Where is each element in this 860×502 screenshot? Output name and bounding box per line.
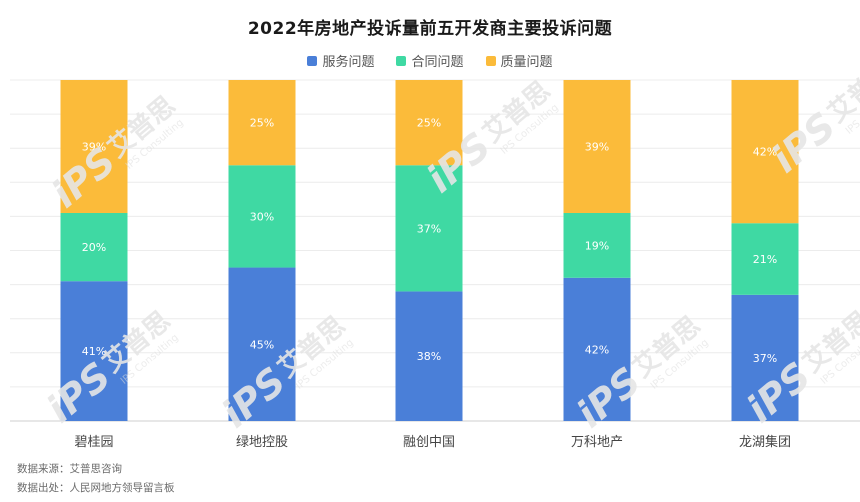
bar-segment[interactable] [395,80,463,166]
bar-segment[interactable] [563,212,631,278]
bar-segment[interactable] [228,267,296,421]
legend-item[interactable]: 服务问题 [307,51,374,70]
footer-origin: 数据出处：人民网地方领导留言板 [17,482,175,494]
data-label: 25% [417,117,441,130]
data-label: 39% [585,140,609,153]
legend-label: 合同问题 [411,55,464,70]
legend-label: 质量问题 [500,55,553,70]
chart-title: 2022年房地产投诉量前五开发商主要投诉问题 [247,19,613,39]
data-label: 20% [82,241,106,254]
svg-text:艾普思: 艾普思 [822,55,860,129]
x-tick-label: 绿地控股 [236,435,288,450]
legend-label: 服务问题 [322,55,375,70]
bars [60,80,799,421]
bar-segment[interactable] [60,80,128,213]
x-axis: 碧桂园 绿地控股 融创中国 万科地产 龙湖集团 [74,434,791,450]
data-label: 21% [753,253,777,266]
data-label: 42% [585,343,609,356]
svg-text:艾普思: 艾普思 [797,305,860,379]
legend-swatch [396,55,407,66]
footer-source: 数据来源：艾普思咨询 [17,463,122,475]
bar-segment[interactable] [60,281,128,421]
data-label: 38% [417,350,441,363]
data-label: 19% [585,239,609,252]
bar-segment[interactable] [228,165,296,268]
data-label: 37% [753,352,777,365]
legend-swatch [307,55,318,66]
bar-segment[interactable] [731,80,799,224]
data-label: 45% [250,338,274,351]
bar-segment[interactable] [60,212,128,282]
bar-segment[interactable] [395,291,463,421]
data-label: 37% [417,222,441,235]
bar-segment[interactable] [731,294,799,421]
bar-segment[interactable] [228,80,296,166]
legend-item[interactable]: 质量问题 [485,51,553,70]
bar-segment[interactable] [731,223,799,295]
x-tick-label: 融创中国 [403,435,455,450]
data-label: 41% [82,345,106,358]
legend-swatch [485,55,496,66]
data-label: 30% [250,210,274,223]
data-labels: 41% 20% 39% 45% 30% 25% 38% 37% 25% 42% 19% 39% 37% 2… [82,117,777,365]
data-label: 39% [82,140,106,153]
x-tick-label: 龙湖集团 [739,434,791,450]
bar-segment[interactable] [395,165,463,292]
legend-item[interactable]: 合同问题 [396,51,464,70]
legend: 服务问题 合同问题 质量问题 [0,51,860,70]
bar-segment[interactable] [563,277,631,421]
data-label: 25% [250,117,274,130]
data-label: 42% [753,146,777,159]
bar-segment[interactable] [563,80,631,213]
x-tick-label: 万科地产 [571,435,623,450]
x-tick-label: 碧桂园 [74,435,113,450]
